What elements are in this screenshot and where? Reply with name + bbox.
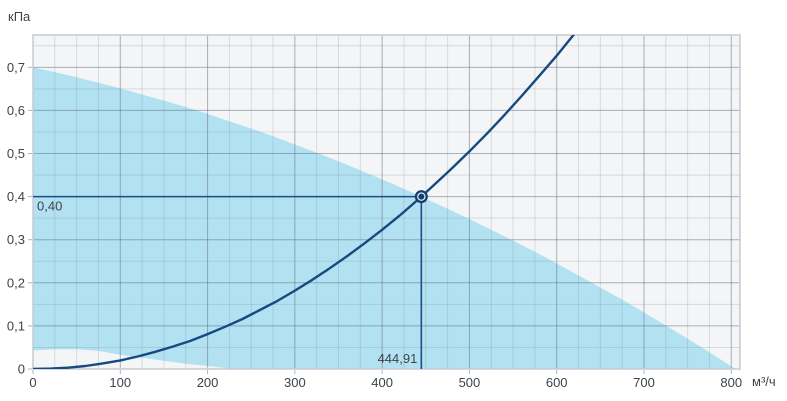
x-tick-labels: 0 100 200 300 400 500 600 700 800	[29, 375, 742, 390]
y-tick-label: 0,1	[7, 318, 25, 333]
system-resistance-curve	[33, 35, 576, 369]
x-tick-label: 600	[546, 375, 568, 390]
y-tick-label: 0,2	[7, 275, 25, 290]
x-tick-label: 700	[633, 375, 655, 390]
operating-point-flow-label: 444,91	[378, 351, 418, 366]
y-tick-label: 0,6	[7, 103, 25, 118]
axis-tick-marks	[28, 66, 732, 374]
x-tick-label: 0	[29, 375, 36, 390]
x-tick-label: 200	[197, 375, 219, 390]
y-tick-label: 0	[18, 362, 25, 377]
x-tick-label: 300	[284, 375, 306, 390]
y-axis-unit-label: кПа	[8, 9, 31, 24]
x-tick-label: 400	[371, 375, 393, 390]
x-axis-unit-label: м³/ч	[752, 374, 776, 389]
x-tick-label: 500	[459, 375, 481, 390]
x-tick-label: 100	[109, 375, 131, 390]
y-tick-label: 0,3	[7, 232, 25, 247]
operating-envelope-area	[33, 67, 736, 370]
operating-point-pressure-label: 0,40	[37, 199, 62, 214]
grid-major	[33, 35, 740, 369]
plot-border	[32, 34, 741, 370]
y-tick-labels: 0 0,1 0,2 0,3 0,4 0,5 0,6 0,7	[7, 60, 25, 377]
y-tick-label: 0,5	[7, 146, 25, 161]
x-tick-label: 800	[720, 375, 742, 390]
operating-point-marker[interactable]	[414, 190, 428, 204]
y-tick-label: 0,7	[7, 60, 25, 75]
y-tick-label: 0,4	[7, 189, 25, 204]
